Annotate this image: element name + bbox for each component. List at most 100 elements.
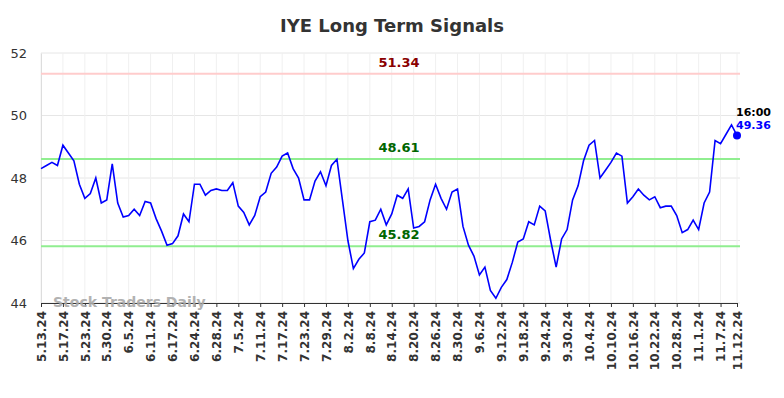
x-tick-label: 11.1.24 bbox=[692, 311, 706, 362]
x-tick-label: 10.16.24 bbox=[627, 311, 641, 370]
x-tick: 10.22.24 bbox=[648, 303, 662, 370]
x-tick-label: 7.17.24 bbox=[276, 311, 290, 362]
watermark: Stock Traders Daily bbox=[53, 294, 206, 310]
x-tick-label: 9.12.24 bbox=[495, 311, 509, 362]
grid-line bbox=[413, 53, 414, 303]
x-tick-mark bbox=[677, 303, 678, 307]
x-tick: 8.14.24 bbox=[385, 303, 399, 362]
x-tick: 9.6.24 bbox=[473, 303, 487, 354]
grid-line bbox=[41, 115, 740, 116]
grid-line bbox=[216, 53, 217, 303]
x-tick-mark bbox=[589, 303, 590, 307]
x-tick-label: 8.8.24 bbox=[364, 311, 378, 354]
x-tick-label: 9.30.24 bbox=[561, 311, 575, 362]
x-tick-mark bbox=[655, 303, 656, 307]
x-tick: 6.5.24 bbox=[122, 303, 136, 354]
grid-line bbox=[545, 53, 546, 303]
grid bbox=[41, 53, 740, 303]
x-tick-mark bbox=[567, 303, 568, 307]
grid-line bbox=[632, 53, 633, 303]
x-tick-label: 10.10.24 bbox=[605, 311, 619, 370]
x-tick-mark bbox=[458, 303, 459, 307]
x-tick-label: 11.7.24 bbox=[714, 311, 728, 362]
x-tick: 11.1.24 bbox=[692, 303, 706, 362]
x-tick: 7.23.24 bbox=[298, 303, 312, 362]
x-tick-mark bbox=[348, 303, 349, 307]
plot-area bbox=[41, 74, 740, 299]
x-tick-label: 11.12.24 bbox=[731, 311, 745, 370]
x-tick-label: 5.30.24 bbox=[100, 311, 114, 362]
grid-line bbox=[457, 53, 458, 303]
x-tick-label: 5.23.24 bbox=[79, 311, 93, 362]
x-tick-label: 5.17.24 bbox=[57, 311, 71, 362]
grid-line bbox=[654, 53, 655, 303]
reference-line bbox=[41, 245, 740, 247]
x-tick: 8.20.24 bbox=[407, 303, 421, 362]
x-tick: 8.8.24 bbox=[364, 303, 378, 354]
reference-line bbox=[41, 73, 740, 75]
x-tick-label: 7.23.24 bbox=[298, 311, 312, 362]
x-tick-label: 10.28.24 bbox=[670, 311, 684, 370]
x-tick-label: 8.20.24 bbox=[407, 311, 421, 362]
x-tick: 9.18.24 bbox=[517, 303, 531, 362]
grid-line bbox=[128, 53, 129, 303]
grid-line bbox=[41, 53, 740, 54]
x-tick: 5.30.24 bbox=[100, 303, 114, 362]
y-tick-label: 50 bbox=[10, 108, 27, 123]
last-value: 49.36 bbox=[736, 119, 771, 132]
y-tick: 48 bbox=[10, 171, 41, 186]
grid-line bbox=[720, 53, 721, 303]
x-tick-mark bbox=[721, 303, 722, 307]
x-tick: 5.17.24 bbox=[57, 303, 71, 362]
x-tick: 5.13.24 bbox=[35, 303, 49, 362]
x-tick: 7.17.24 bbox=[276, 303, 290, 362]
grid-line bbox=[347, 53, 348, 303]
x-tick-mark bbox=[41, 303, 42, 307]
grid-line bbox=[41, 178, 740, 179]
x-tick-mark bbox=[737, 303, 738, 307]
x-tick-mark bbox=[479, 303, 480, 307]
grid-line bbox=[194, 53, 195, 303]
labels: 51.3448.6145.8216:0049.36 bbox=[378, 55, 771, 243]
grid-line bbox=[325, 53, 326, 303]
x-tick-label: 10.22.24 bbox=[648, 311, 662, 370]
x-tick: 8.30.24 bbox=[451, 303, 465, 362]
grid-line bbox=[106, 53, 107, 303]
x-tick: 10.28.24 bbox=[670, 303, 684, 370]
x-tick-mark bbox=[370, 303, 371, 307]
x-tick-label: 6.24.24 bbox=[188, 311, 202, 362]
grid-line bbox=[523, 53, 524, 303]
x-tick: 6.24.24 bbox=[188, 303, 202, 362]
x-tick: 7.29.24 bbox=[320, 303, 334, 362]
x-tick: 9.12.24 bbox=[495, 303, 509, 362]
y-axis: 4446485052 bbox=[10, 46, 41, 311]
reference-line bbox=[41, 158, 740, 160]
x-tick: 11.7.24 bbox=[714, 303, 728, 362]
x-tick-mark bbox=[260, 303, 261, 307]
x-tick-label: 8.2.24 bbox=[342, 311, 356, 354]
grid-line bbox=[84, 53, 85, 303]
x-tick: 6.28.24 bbox=[210, 303, 224, 362]
x-tick-mark bbox=[501, 303, 502, 307]
y-tick-label: 46 bbox=[10, 233, 27, 248]
grid-line bbox=[172, 53, 173, 303]
x-tick: 7.11.24 bbox=[254, 303, 268, 362]
x-tick-label: 8.26.24 bbox=[429, 311, 443, 362]
grid-line bbox=[589, 53, 590, 303]
x-tick: 11.12.24 bbox=[731, 303, 745, 370]
x-tick-label: 9.18.24 bbox=[517, 311, 531, 362]
y-tick: 46 bbox=[10, 233, 41, 248]
grid-line bbox=[238, 53, 239, 303]
x-tick-mark bbox=[238, 303, 239, 307]
x-tick-mark bbox=[392, 303, 393, 307]
x-tick-label: 6.11.24 bbox=[144, 311, 158, 362]
x-tick: 8.26.24 bbox=[429, 303, 443, 362]
y-tick-label: 52 bbox=[10, 46, 27, 61]
grid-line bbox=[737, 53, 738, 303]
x-tick-mark bbox=[304, 303, 305, 307]
grid-line bbox=[435, 53, 436, 303]
x-axis: 5.13.24 5.17.24 5.23.24 5.30.24 6.5.24 6.11.2… bbox=[35, 303, 745, 370]
x-tick: 9.30.24 bbox=[561, 303, 575, 362]
x-tick-label: 8.30.24 bbox=[451, 311, 465, 362]
grid-line bbox=[676, 53, 677, 303]
